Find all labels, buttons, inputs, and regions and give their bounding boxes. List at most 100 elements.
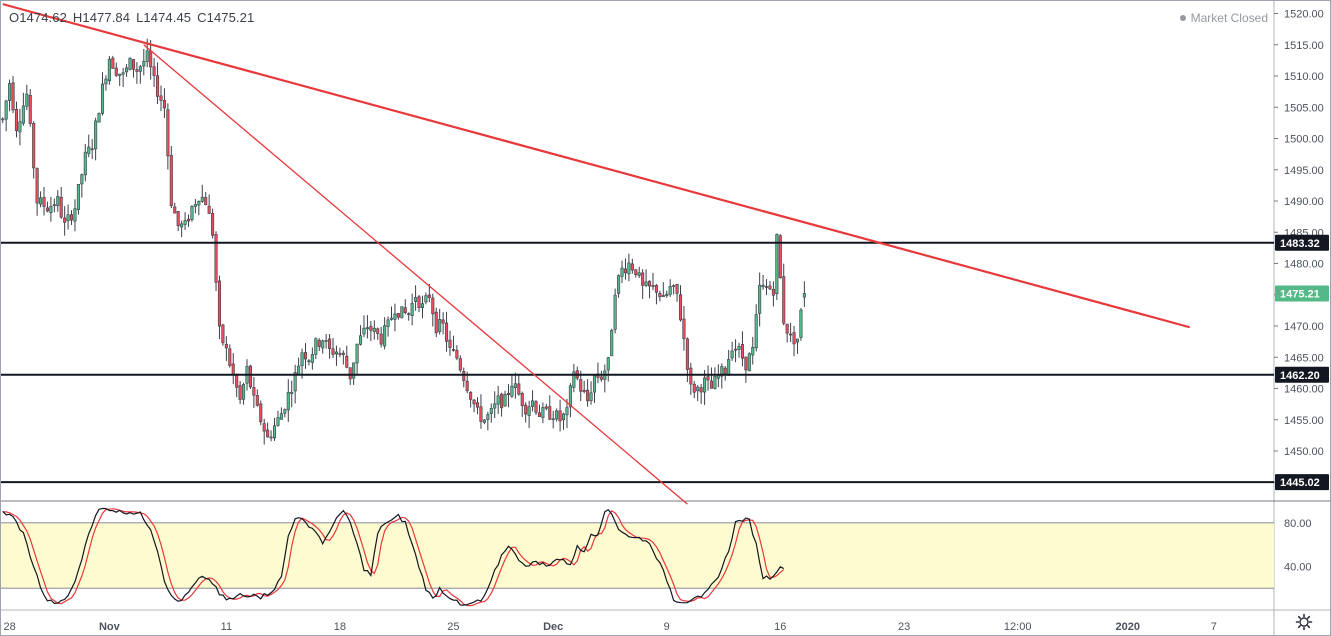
- candle-body: [393, 313, 397, 320]
- candle-body: [272, 425, 277, 439]
- candle-body: [548, 406, 552, 420]
- candle-body: [217, 280, 222, 327]
- candle-body: [128, 57, 132, 70]
- settings-gear-icon[interactable]: [1294, 612, 1314, 632]
- time-axis-label: 18: [334, 621, 346, 633]
- price-label-box: [1275, 234, 1329, 251]
- candle-body: [520, 393, 524, 406]
- candle-body: [424, 295, 428, 303]
- price-axis-label: 1450.00: [1284, 446, 1324, 458]
- candle-body: [159, 95, 163, 101]
- candle-body: [321, 340, 325, 349]
- candle-body: [740, 344, 744, 359]
- price-label-text: 1483.32: [1280, 238, 1320, 250]
- price-axis-label: 1495.00: [1284, 165, 1324, 177]
- time-axis-label: 7: [1211, 621, 1217, 633]
- candle-body: [4, 100, 8, 120]
- candle-body: [352, 362, 356, 379]
- candle-body: [186, 218, 191, 222]
- price-axis-area: [1274, 1, 1330, 635]
- candle-body: [641, 272, 645, 286]
- candles-group: [1, 38, 806, 445]
- candle-body: [606, 357, 610, 371]
- candle-body: [279, 413, 283, 420]
- candle-body: [744, 356, 748, 371]
- candle-body: [379, 333, 383, 345]
- candle-body: [276, 417, 280, 426]
- candle-body: [242, 384, 246, 400]
- candle-body: [565, 407, 569, 416]
- candle-body: [720, 366, 724, 377]
- ohlc-close: C1475.21: [197, 10, 255, 25]
- candle-body: [152, 66, 156, 76]
- candle-body: [25, 93, 29, 107]
- candle-body: [648, 280, 652, 287]
- candle-body: [180, 223, 184, 228]
- candle-body: [782, 276, 786, 324]
- candle-body: [248, 365, 252, 388]
- candle-body: [634, 269, 638, 275]
- candle-body: [166, 109, 170, 157]
- candle-body: [758, 284, 762, 314]
- candle-body: [582, 389, 586, 392]
- candle-body: [334, 351, 338, 355]
- candle-body: [76, 184, 80, 210]
- candle-body: [620, 267, 624, 277]
- price-axis-label: 1455.00: [1284, 415, 1324, 427]
- candle-body: [685, 338, 689, 370]
- candle-body: [80, 174, 84, 185]
- candle-body: [709, 380, 714, 389]
- candle-body: [493, 403, 497, 409]
- candle-body: [369, 325, 373, 331]
- candle-body: [266, 429, 270, 438]
- market-status-badge: Market Closed: [1179, 11, 1268, 25]
- candle-body: [592, 375, 597, 393]
- candle-body: [513, 383, 517, 388]
- price-label-text: 1445.02: [1280, 477, 1320, 489]
- candle-body: [389, 317, 394, 320]
- candle-body: [610, 330, 614, 357]
- price-axis-label: 1510.00: [1284, 71, 1324, 83]
- candle-body: [689, 367, 693, 385]
- candle-body: [262, 423, 266, 432]
- price-axis-label: 1465.00: [1284, 352, 1324, 364]
- candle-body: [489, 408, 493, 414]
- candle-body: [87, 146, 91, 154]
- candle-body: [795, 338, 800, 343]
- candle-body: [438, 319, 442, 332]
- candle-body: [376, 328, 380, 334]
- candle-body: [455, 349, 459, 359]
- candle-body: [228, 348, 232, 366]
- candle-body: [338, 353, 342, 355]
- ohlc-low: L1474.45: [136, 10, 192, 25]
- candle-body: [348, 367, 352, 380]
- candle-body: [785, 323, 789, 334]
- candle-body: [73, 208, 77, 222]
- candle-body: [8, 83, 12, 101]
- candle-body: [723, 367, 727, 374]
- candle-body: [441, 319, 445, 324]
- candle-body: [107, 58, 111, 81]
- candle-body: [778, 235, 782, 279]
- candle-body: [768, 285, 772, 290]
- candle-body: [472, 399, 476, 405]
- candle-body: [307, 360, 311, 363]
- candle-body: [173, 206, 177, 214]
- candle-body: [496, 395, 500, 405]
- candle-body: [125, 67, 129, 73]
- time-axis-label: 2020: [1116, 621, 1140, 633]
- candle-body: [541, 407, 545, 418]
- candle-body: [730, 350, 734, 359]
- candle-body: [300, 352, 304, 366]
- candle-body: [589, 392, 593, 401]
- candle-body: [678, 294, 683, 321]
- candle-body: [482, 419, 486, 423]
- price-axis-label: 1500.00: [1284, 134, 1324, 146]
- candle-body: [100, 83, 105, 114]
- candle-body: [138, 66, 142, 72]
- price-label-box: [1275, 474, 1329, 491]
- time-axis-label: 23: [898, 621, 910, 633]
- candle-body: [317, 339, 321, 347]
